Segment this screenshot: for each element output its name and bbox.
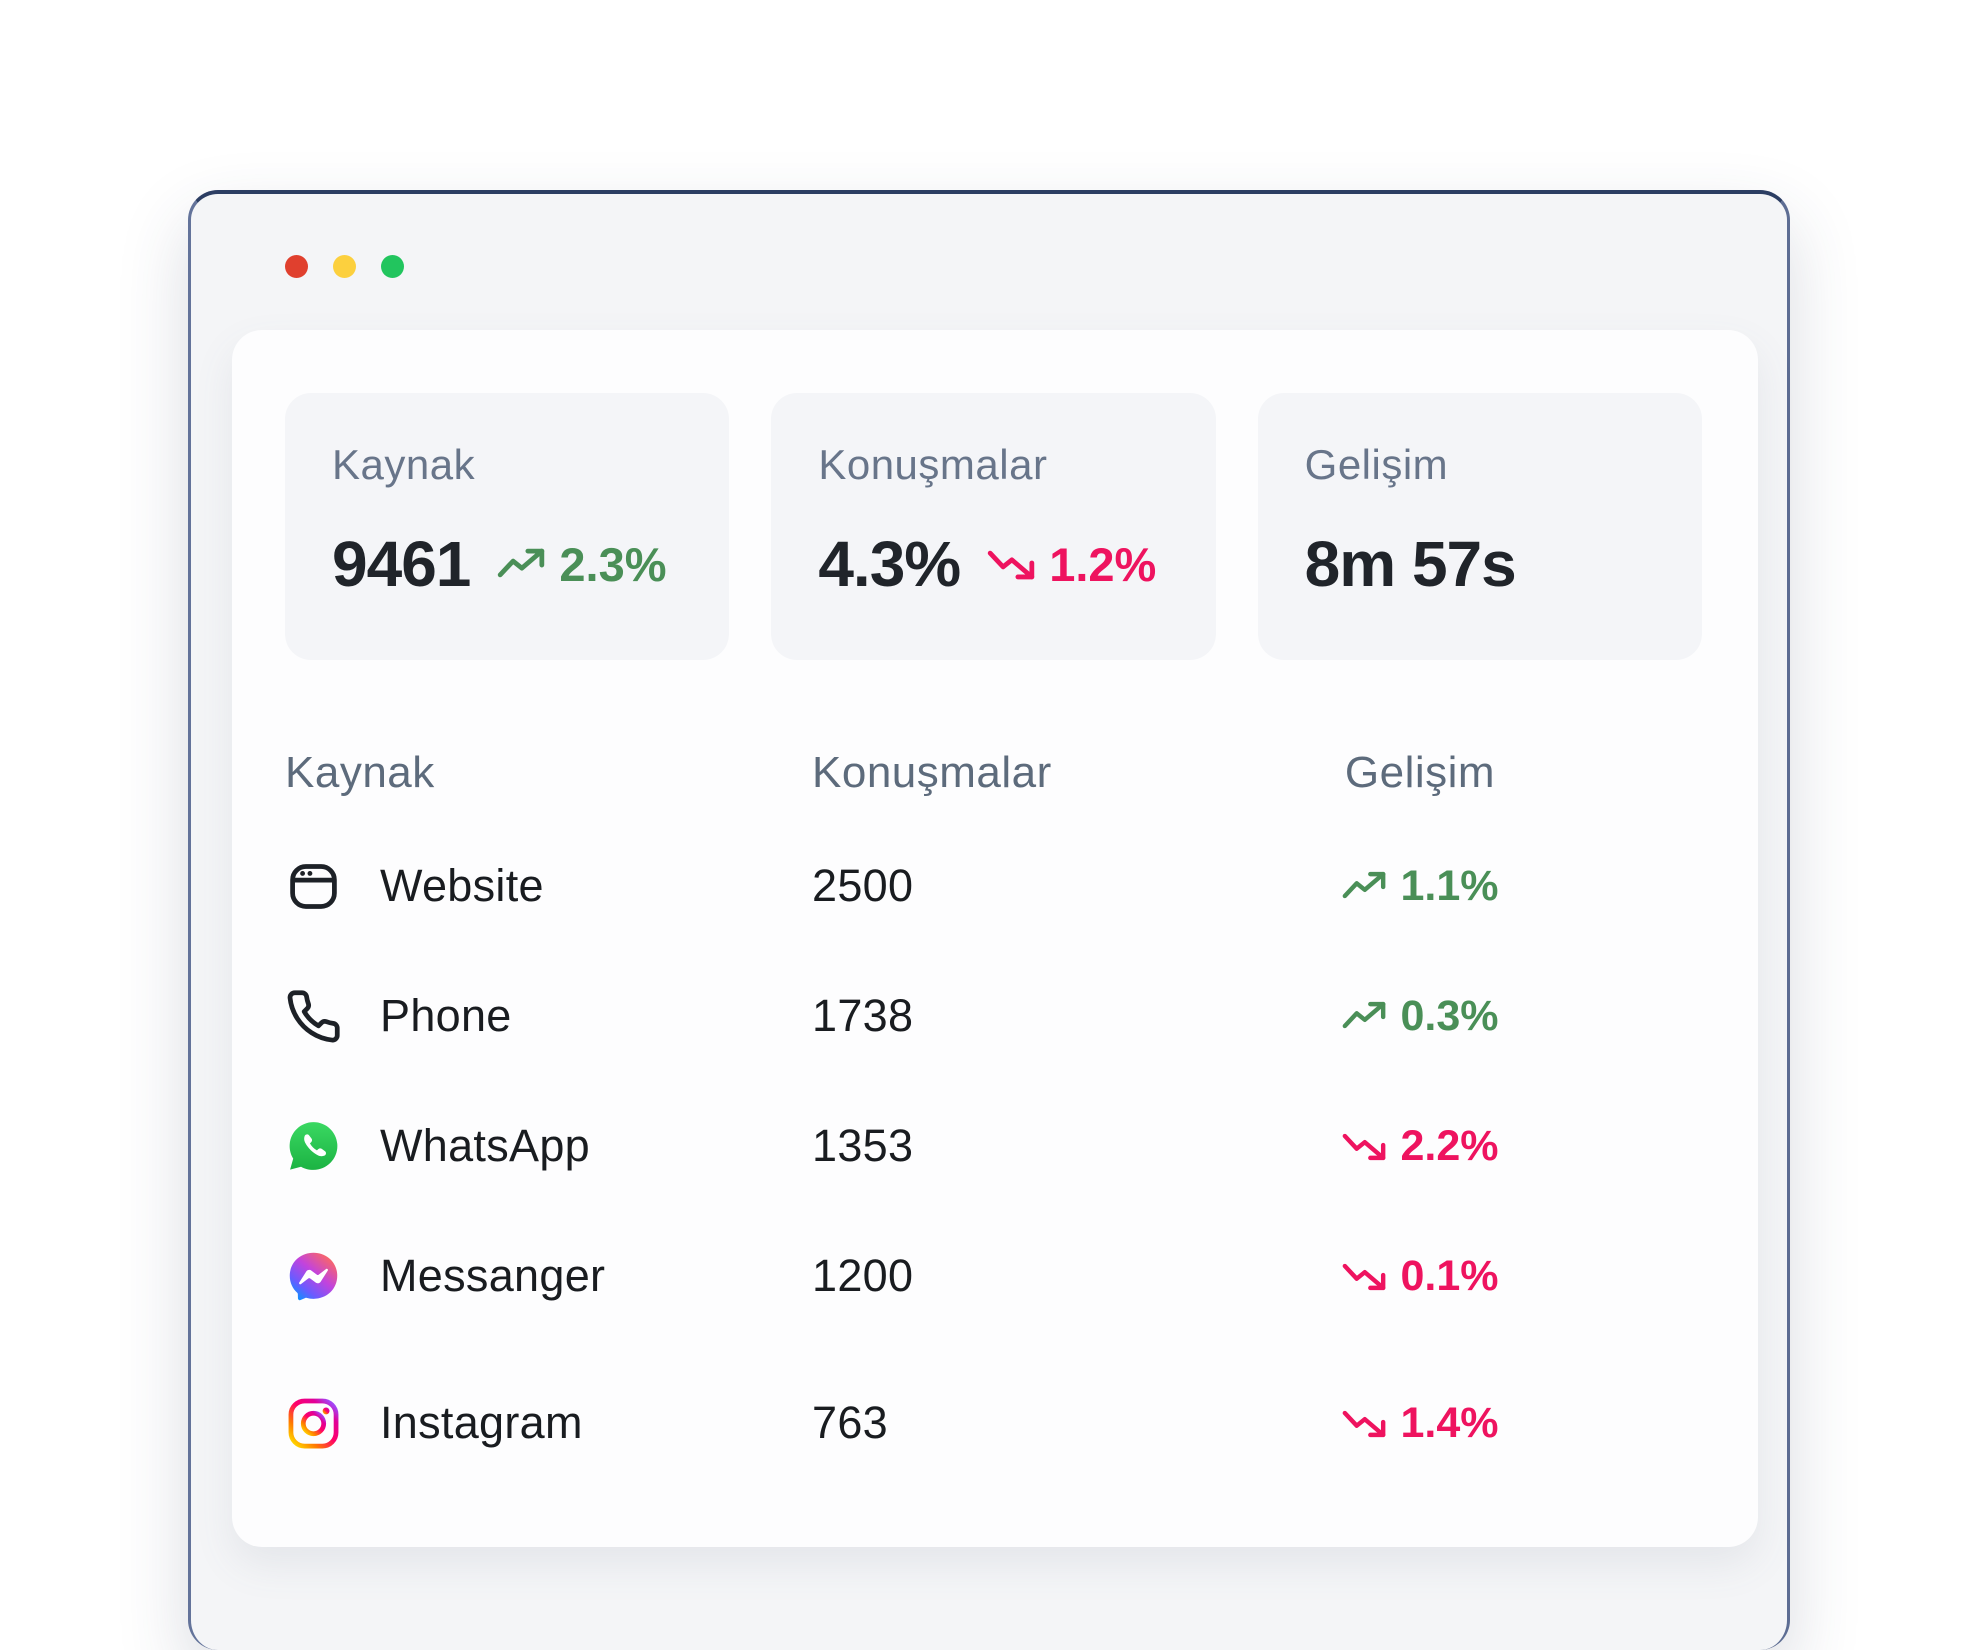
stat-card-value: 4.3% <box>818 528 961 600</box>
zoom-button[interactable] <box>381 255 404 278</box>
row-trend: 0.1% <box>1341 1251 1499 1301</box>
row-trend: 1.4% <box>1341 1398 1499 1448</box>
stat-card-kaynak: Kaynak 9461 2.3% <box>285 393 730 660</box>
stat-card-title: Kaynak <box>332 441 476 488</box>
trend-value: 1.4% <box>1400 1398 1499 1447</box>
row-trend: 1.1% <box>1341 861 1499 911</box>
table-row: Website 2500 1.1% <box>285 821 1702 951</box>
source-name: Phone <box>380 990 512 1041</box>
row-trend: 2.2% <box>1341 1121 1499 1171</box>
minimize-button[interactable] <box>333 255 356 278</box>
conversations-value: 1738 <box>812 990 914 1041</box>
row-trend: 0.3% <box>1341 991 1499 1041</box>
table-row: Phone 1738 0.3% <box>285 951 1702 1081</box>
column-header-gelisim: Gelişim <box>1344 748 1496 797</box>
trend-down-icon <box>1341 1253 1387 1299</box>
table-row: Messanger 1200 0.1% <box>285 1211 1702 1341</box>
stat-card-gelisim: Gelişim 8m 57s <box>1257 393 1702 660</box>
whatsapp-icon <box>289 1121 338 1170</box>
trend-down-icon <box>986 539 1036 589</box>
app-window: Kaynak 9461 2.3% Konuşmalar 4.3% 1.2% <box>188 190 1790 1650</box>
source-name: Messanger <box>380 1250 606 1301</box>
stat-cards: Kaynak 9461 2.3% Konuşmalar 4.3% 1.2% <box>285 393 1702 660</box>
source-table: Website 2500 1.1% Phone 1738 <box>285 821 1702 1488</box>
conversations-value: 2500 <box>812 860 914 911</box>
trend-up-icon <box>1341 993 1387 1039</box>
column-header-kaynak: Kaynak <box>285 748 435 797</box>
trend-value: 1.2% <box>1049 537 1157 591</box>
window-controls <box>285 255 404 278</box>
trend-value: 2.3% <box>559 537 667 591</box>
column-header-konusmalar: Konuşmalar <box>812 748 1052 797</box>
stat-card-trend: 2.3% <box>496 537 667 592</box>
trend-up-icon <box>496 539 546 589</box>
stat-card-value: 9461 <box>332 528 471 600</box>
source-name: WhatsApp <box>380 1120 590 1171</box>
website-icon <box>290 863 337 909</box>
phone-icon <box>287 989 340 1042</box>
messenger-icon <box>289 1252 338 1300</box>
source-name: Website <box>380 860 544 911</box>
conversations-value: 1200 <box>812 1250 914 1301</box>
stat-card-title: Gelişim <box>1304 441 1449 488</box>
source-name: Instagram <box>380 1397 583 1448</box>
instagram-icon <box>288 1398 339 1448</box>
trend-down-icon <box>1341 1123 1387 1169</box>
table-row: WhatsApp 1353 2.2% <box>285 1081 1702 1211</box>
stat-card-konusmalar: Konuşmalar 4.3% 1.2% <box>771 393 1216 660</box>
dashboard-panel: Kaynak 9461 2.3% Konuşmalar 4.3% 1.2% <box>232 330 1758 1547</box>
table-row: Instagram 763 1.4% <box>285 1358 1702 1488</box>
table-header: Kaynak Konuşmalar Gelişim <box>285 745 1702 801</box>
close-button[interactable] <box>285 255 308 278</box>
trend-value: 2.2% <box>1400 1121 1499 1170</box>
stat-card-title: Konuşmalar <box>818 441 1048 488</box>
trend-value: 0.1% <box>1400 1251 1499 1300</box>
stat-card-value: 8m 57s <box>1304 528 1517 600</box>
stat-card-trend: 1.2% <box>986 537 1156 592</box>
trend-up-icon <box>1341 863 1387 909</box>
conversations-value: 1353 <box>812 1120 914 1171</box>
conversations-value: 763 <box>812 1397 888 1448</box>
trend-value: 1.1% <box>1400 861 1499 910</box>
trend-value: 0.3% <box>1400 991 1499 1040</box>
trend-down-icon <box>1341 1400 1387 1446</box>
